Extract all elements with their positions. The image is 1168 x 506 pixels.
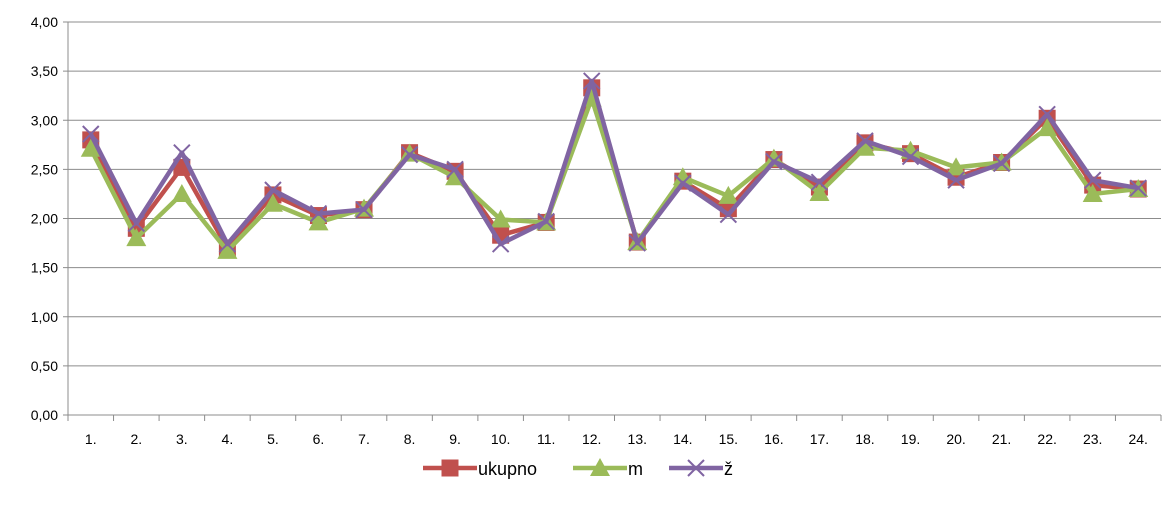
x-tick-label: 9. xyxy=(449,431,461,447)
x-tick-label: 16. xyxy=(764,431,783,447)
data-point xyxy=(308,212,329,231)
x-tick-label: 15. xyxy=(719,431,738,447)
x-tick-label: 2. xyxy=(130,431,142,447)
legend-marker xyxy=(441,459,459,477)
data-point xyxy=(674,174,692,192)
x-tick-label: 7. xyxy=(358,431,370,447)
x-tick-label: 8. xyxy=(404,431,416,447)
y-tick-label: 3,00 xyxy=(31,112,58,128)
legend-label: ukupno xyxy=(478,459,537,479)
x-tick-label: 21. xyxy=(992,431,1011,447)
data-point xyxy=(262,193,283,212)
data-point xyxy=(946,157,967,176)
data-point xyxy=(355,200,373,219)
data-point xyxy=(217,240,238,259)
y-tick-label: 2,00 xyxy=(31,211,58,227)
data-point xyxy=(491,235,510,253)
y-tick-label: 2,50 xyxy=(31,161,58,177)
y-tick-label: 1,00 xyxy=(31,309,58,325)
data-point xyxy=(856,132,874,150)
x-tick-label: 18. xyxy=(855,431,874,447)
series-3 xyxy=(82,72,1147,253)
data-point xyxy=(718,185,739,204)
x-tick-label: 4. xyxy=(222,431,234,447)
x-tick-label: 5. xyxy=(267,431,279,447)
data-point xyxy=(628,234,646,252)
legend-label: ž xyxy=(724,459,733,479)
data-point xyxy=(173,143,191,162)
x-tick-label: 24. xyxy=(1128,431,1147,447)
data-point xyxy=(1083,171,1102,189)
data-point xyxy=(82,125,100,143)
x-tick-label: 22. xyxy=(1037,431,1056,447)
x-tick-label: 14. xyxy=(673,431,692,447)
gridlines xyxy=(68,21,1161,367)
axes xyxy=(63,21,1162,421)
series-line xyxy=(88,78,1139,247)
data-point xyxy=(1082,183,1103,202)
data-point xyxy=(672,167,693,186)
data-point xyxy=(264,181,282,199)
data-point xyxy=(1129,179,1147,197)
data-point xyxy=(583,72,601,90)
x-tick-label: 12. xyxy=(582,431,601,447)
legend-item-2: m xyxy=(573,458,643,479)
data-point xyxy=(537,212,555,231)
legend-marker xyxy=(590,458,610,476)
y-tick-label: 1,50 xyxy=(31,260,58,276)
data-point xyxy=(126,228,147,247)
y-tick-label: 0,50 xyxy=(31,358,58,374)
series-lines xyxy=(80,72,1149,259)
data-point xyxy=(854,137,875,156)
data-point xyxy=(992,154,1011,173)
x-tick-label: 10. xyxy=(491,431,510,447)
data-point xyxy=(901,147,920,166)
data-point xyxy=(490,209,511,228)
data-point xyxy=(80,138,101,157)
x-axis-tick-labels: 1. 2. 3. 4. 5. 6. 7. 8. 9. 10. 11. 12. 13. 14. 15. 16. 1… xyxy=(85,431,1148,447)
x-tick-label: 3. xyxy=(176,431,188,447)
y-tick-label: 3,50 xyxy=(31,63,58,79)
x-tick-label: 19. xyxy=(901,431,920,447)
data-point xyxy=(400,145,419,164)
data-point xyxy=(218,235,237,253)
x-tick-label: 11. xyxy=(537,431,555,447)
data-point xyxy=(1038,105,1056,124)
y-tick-label: 0,00 xyxy=(31,407,58,423)
data-point xyxy=(765,152,783,171)
data-point xyxy=(1037,118,1058,137)
data-point xyxy=(719,205,738,224)
x-tick-label: 6. xyxy=(313,431,325,447)
legend-item-3: ž xyxy=(669,459,733,479)
series-line xyxy=(88,96,1139,254)
legend: ukupno m ž xyxy=(423,458,733,479)
x-tick-label: 13. xyxy=(628,431,647,447)
x-tick-label: 17. xyxy=(810,431,829,447)
data-point xyxy=(171,183,192,202)
data-point xyxy=(947,171,965,189)
data-point xyxy=(309,204,328,223)
data-point xyxy=(809,182,830,201)
y-tick-label: 4,00 xyxy=(31,14,58,30)
data-point xyxy=(810,173,829,191)
legend-item-1: ukupno xyxy=(423,459,537,479)
x-tick-label: 20. xyxy=(946,431,965,447)
data-point xyxy=(127,214,146,233)
x-tick-label: 23. xyxy=(1083,431,1102,447)
x-tick-label: 1. xyxy=(85,431,97,447)
legend-marker xyxy=(687,459,705,477)
legend-label: m xyxy=(628,459,643,479)
y-axis-tick-labels: 0,00 0,50 1,00 1,50 2,00 2,50 3,00 3,50 4,00 xyxy=(31,14,58,423)
data-point xyxy=(446,160,464,179)
